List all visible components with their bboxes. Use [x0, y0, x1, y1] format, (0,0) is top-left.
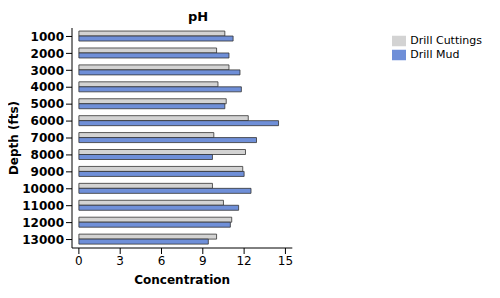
- svg-text:8000: 8000: [31, 148, 64, 162]
- svg-text:6: 6: [158, 254, 166, 268]
- svg-text:2000: 2000: [31, 47, 64, 61]
- svg-text:12000: 12000: [22, 216, 64, 230]
- svg-text:15: 15: [278, 254, 293, 268]
- svg-text:0: 0: [75, 254, 83, 268]
- svg-text:7000: 7000: [31, 131, 64, 145]
- svg-text:12: 12: [236, 254, 251, 268]
- svg-text:13000: 13000: [22, 233, 64, 247]
- svg-text:6000: 6000: [31, 114, 64, 128]
- html-text:Drill Cuttings: Drill Cuttings: [410, 34, 482, 47]
- svg-text:9: 9: [199, 254, 207, 268]
- svg-text:Depth (fts): Depth (fts): [8, 101, 21, 175]
- svg-text:Concentration: Concentration: [134, 273, 230, 287]
- svg-text:11000: 11000: [22, 199, 64, 213]
- svg-text:10000: 10000: [22, 182, 64, 196]
- svg-text:3: 3: [116, 254, 124, 268]
- html-text:Drill Mud: Drill Mud: [410, 48, 460, 61]
- svg-text:1000: 1000: [31, 30, 64, 44]
- svg-text:9000: 9000: [31, 165, 64, 179]
- html-text:pH: pH: [187, 9, 209, 24]
- svg-text:3000: 3000: [31, 64, 64, 78]
- svg-text:5000: 5000: [31, 97, 64, 111]
- svg-text:4000: 4000: [31, 80, 64, 94]
